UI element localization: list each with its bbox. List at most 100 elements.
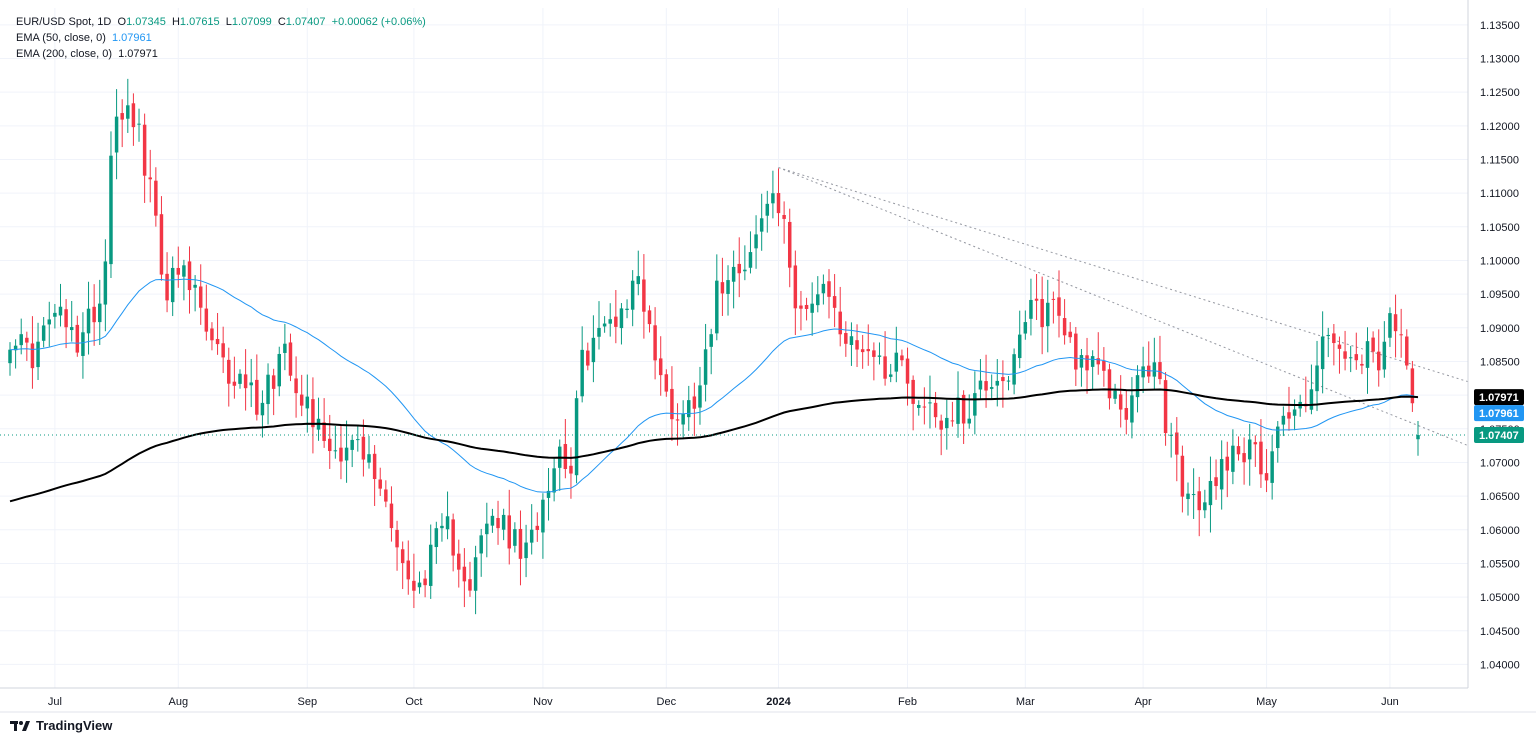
candle-down [860, 349, 865, 353]
candle-down [1410, 368, 1415, 404]
y-axis-ticks: 1.04000 1.04500 1.05000 1.05500 1.06000 1.065… [1480, 20, 1520, 672]
candle-down [496, 518, 500, 529]
y-tick-label: 1.09000 [1480, 323, 1520, 335]
candle-up [1203, 502, 1207, 511]
candle-up [759, 218, 764, 232]
candle-up [894, 352, 899, 372]
y-tick-label: 1.13500 [1480, 20, 1520, 32]
candle-down [1085, 355, 1089, 371]
candle-down [776, 193, 781, 214]
y-tick-label: 1.11500 [1480, 154, 1519, 166]
candle-down [1163, 380, 1168, 434]
candle-up [1130, 395, 1134, 423]
candle-up [731, 266, 736, 282]
candle-up [440, 525, 444, 529]
candle-down [1107, 369, 1112, 399]
candle-up [367, 454, 371, 463]
candle-down [30, 343, 35, 369]
candle-up [715, 280, 719, 334]
candle-down [1371, 337, 1375, 352]
candle-down [614, 316, 618, 327]
candle-down [1124, 408, 1129, 420]
candle-up [973, 393, 977, 416]
candle-down [787, 221, 792, 268]
candle-down [507, 515, 511, 549]
candle-down [159, 214, 164, 275]
price-labels: 1.07971 1.07961 1.07407 [1474, 389, 1524, 444]
candle-up [636, 276, 641, 285]
candle-up [754, 234, 758, 249]
candle-down [395, 529, 399, 548]
candle-down [1287, 412, 1291, 419]
candle-up [1247, 439, 1252, 460]
candle-up [1270, 451, 1274, 483]
trendline [778, 167, 1469, 383]
candle-down [900, 355, 904, 361]
candle-down [406, 560, 411, 580]
candle-up [1276, 426, 1280, 449]
candle-up [170, 267, 175, 303]
candle-up [445, 516, 450, 530]
candle-down [692, 396, 697, 409]
candle-down [793, 265, 798, 309]
candle-up [574, 398, 579, 476]
candle-down [1096, 358, 1100, 365]
candle-down [288, 342, 293, 376]
candle-down [1332, 333, 1336, 344]
candle-down [933, 402, 938, 418]
candle-up [1079, 355, 1084, 368]
grid-lines [0, 8, 1468, 688]
candle-up [350, 439, 354, 450]
candle-up [58, 306, 63, 316]
low-label: L [225, 16, 232, 28]
candle-up [1348, 357, 1353, 359]
candle-down [75, 324, 80, 353]
candle-up [1219, 459, 1224, 490]
candle-down [827, 281, 831, 297]
candle-up [260, 402, 265, 416]
x-axis-ticks: Jul Aug Sep Oct Nov Dec 2024 Feb Mar Apr May Jun [48, 696, 1399, 708]
price-label: 1.07407 [1474, 427, 1524, 444]
tradingview-brand[interactable]: TradingView [10, 718, 112, 733]
candle-down [311, 399, 315, 428]
candle-down [294, 378, 298, 394]
price-label-bg [1474, 405, 1524, 422]
tradingview-logo-icon [10, 720, 30, 731]
candle-up [1208, 480, 1213, 506]
candle-up [967, 418, 971, 424]
candle-up [877, 355, 882, 357]
candle-down [1102, 360, 1106, 371]
candle-up [917, 405, 921, 408]
ema200-label: EMA (200, close, 0) [16, 48, 112, 60]
x-tick-label: Apr [1135, 696, 1152, 708]
candle-down [210, 328, 214, 341]
candle-up [1012, 354, 1016, 385]
candle-up [137, 123, 141, 125]
candle-down [154, 180, 158, 216]
candle-up [53, 312, 57, 317]
candle-up [103, 261, 108, 305]
candle-up [597, 327, 601, 337]
candle-up [1388, 313, 1392, 338]
candle-up [1416, 435, 1420, 440]
candle-down [457, 553, 461, 570]
candle-down [232, 381, 237, 386]
open-value: 1.07345 [126, 16, 166, 28]
candle-up [36, 341, 40, 368]
candle-down [92, 306, 96, 323]
candle-up [333, 450, 338, 452]
candle-down [271, 375, 276, 389]
candle-down [221, 343, 225, 358]
candle-up [1169, 434, 1173, 436]
candle-down [939, 420, 943, 430]
candle-down [142, 124, 147, 176]
candle-down [647, 310, 652, 325]
y-tick-label: 1.06500 [1480, 491, 1520, 503]
candle-down [412, 580, 416, 591]
candlesticks [8, 78, 1420, 615]
legend-ema200: EMA (200, close, 0) 1.07971 [16, 46, 426, 62]
candle-down [215, 338, 220, 345]
candle-down [198, 286, 203, 308]
candle-up [1029, 299, 1033, 319]
